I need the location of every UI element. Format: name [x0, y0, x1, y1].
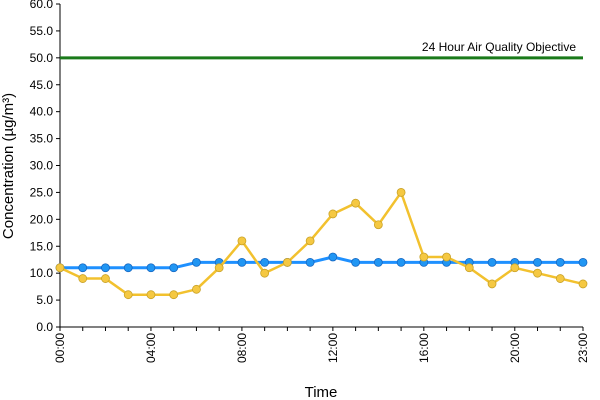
- y-tick-label: 60.0: [30, 0, 54, 11]
- series-2-point: [123, 290, 133, 300]
- series-2-point: [282, 257, 292, 267]
- y-tick-label: 35.0: [30, 132, 54, 146]
- plot-area: 0.0 5.0 10.0 15.0 20.0 25.0 30.0 35.0 40.0 45.0 50…: [30, 0, 590, 363]
- series-2-point: [305, 236, 315, 246]
- series-2-point: [328, 209, 338, 219]
- y-tick-label: 15.0: [30, 239, 54, 253]
- series-2-point: [101, 274, 110, 283]
- series-1-point: [146, 263, 156, 273]
- y-tick-label: 20.0: [30, 212, 54, 226]
- y-tick-label: 5.0: [36, 293, 53, 307]
- series-1-point: [533, 257, 542, 267]
- series-2-point: [464, 263, 474, 273]
- series-1-point: [373, 257, 383, 267]
- x-tick-label: 00:00: [53, 333, 67, 363]
- y-tick-label: 55.0: [30, 24, 54, 38]
- series-2-point: [192, 284, 201, 294]
- series-1-point: [555, 257, 565, 267]
- series-1-point: [487, 257, 497, 267]
- series-2-point: [169, 290, 179, 300]
- series-2-point: [78, 274, 88, 283]
- series-2-point: [55, 263, 65, 273]
- series-1-point: [78, 263, 88, 273]
- series-1-point: [351, 257, 361, 267]
- x-tick-label: 12:00: [326, 333, 340, 363]
- series-1-point: [578, 257, 588, 267]
- series-1-point: [169, 263, 179, 273]
- y-tick-label: 50.0: [30, 51, 54, 65]
- series-1-point: [260, 257, 270, 267]
- series-2-point: [146, 290, 156, 300]
- y-tick-label: 25.0: [30, 185, 54, 199]
- series-1-point: [328, 252, 338, 262]
- series-1-point: [101, 263, 110, 273]
- y-tick-label: 0.0: [36, 320, 53, 334]
- series-2-point: [442, 252, 451, 262]
- series-2-point: [351, 198, 361, 208]
- x-tick-label: 20:00: [508, 333, 522, 363]
- series-2-point: [510, 263, 520, 273]
- series-2-point: [419, 252, 429, 262]
- series-2-point: [237, 236, 247, 246]
- series-1-point: [123, 263, 133, 273]
- objective-label: 24 Hour Air Quality Objective: [422, 40, 576, 54]
- series-2-point: [373, 220, 383, 230]
- series-1-line: [60, 255, 583, 270]
- series-1-point: [237, 257, 247, 267]
- y-tick-label: 40.0: [30, 105, 54, 119]
- x-tick-label: 04:00: [144, 333, 158, 363]
- series-1-point: [192, 257, 201, 267]
- series-2-point: [487, 279, 497, 289]
- series-2-point: [396, 188, 406, 197]
- series-2-point: [533, 268, 542, 278]
- x-tick-label: 23:00: [576, 333, 590, 363]
- series-1-point: [396, 257, 406, 267]
- y-tick-label: 30.0: [30, 159, 54, 173]
- y-axis-title: Concentration (µg/m³): [0, 93, 17, 239]
- series-1-point: [305, 257, 315, 267]
- y-tick-label: 45.0: [30, 78, 54, 92]
- series-2-point: [214, 263, 224, 273]
- series-2-line: [59, 191, 584, 296]
- series-2-point: [260, 268, 270, 278]
- y-tick-label: 10.0: [30, 266, 54, 280]
- series-2-point: [555, 274, 565, 283]
- series-2-point: [578, 279, 588, 289]
- x-tick-label: 08:00: [235, 333, 249, 363]
- x-axis-title: Time: [305, 384, 338, 400]
- x-tick-label: 16:00: [417, 333, 431, 363]
